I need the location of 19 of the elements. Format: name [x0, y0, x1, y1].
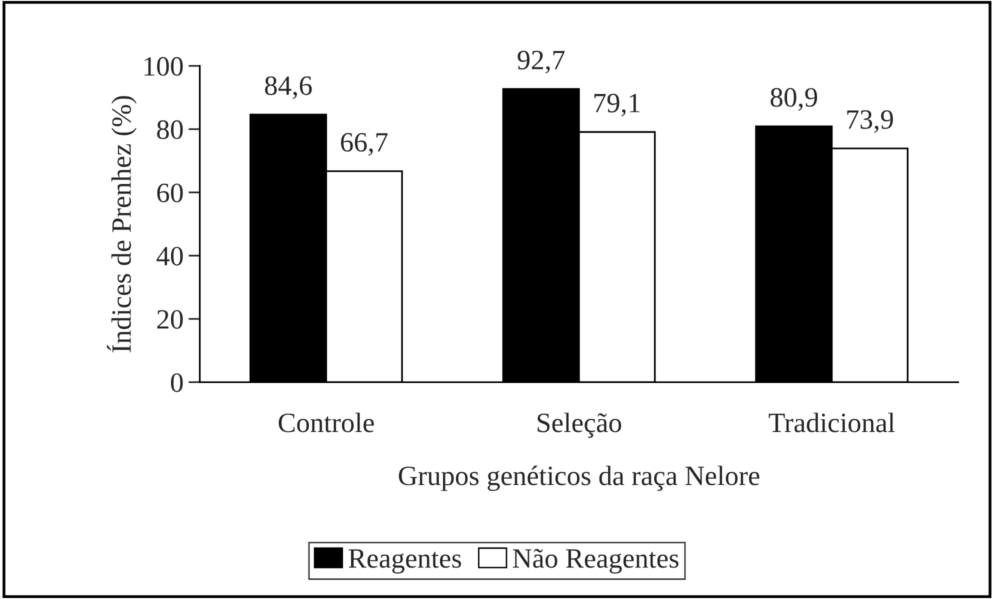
x-tick-label: Controle — [278, 412, 374, 432]
y-tick-label: 40 — [156, 246, 183, 266]
y-axis-title: Índices de Prenhez (%) — [106, 96, 137, 352]
x-tick-label: Seleção — [538, 412, 622, 438]
y-tick-label: 20 — [157, 310, 183, 329]
x-tick-label: Tradicional — [768, 412, 895, 432]
y-tick-label: 60 — [157, 184, 183, 202]
legend-label: Não Reagentes — [512, 548, 678, 574]
data-label: 92,7 — [518, 50, 565, 74]
data-label: 66,7 — [341, 133, 388, 156]
legend-label: Reagentes — [348, 549, 462, 574]
y-tick-label: 100 — [144, 57, 183, 76]
y-tick-label: 0 — [170, 373, 183, 392]
data-label: 80,9 — [770, 88, 818, 111]
data-label: 84,6 — [265, 76, 312, 100]
data-label: 79,1 — [594, 94, 640, 116]
x-axis-title: Grupos genéticos da raça Nelore — [398, 466, 760, 491]
data-label: 73,9 — [847, 110, 893, 133]
y-tick-label: 80 — [157, 120, 183, 140]
